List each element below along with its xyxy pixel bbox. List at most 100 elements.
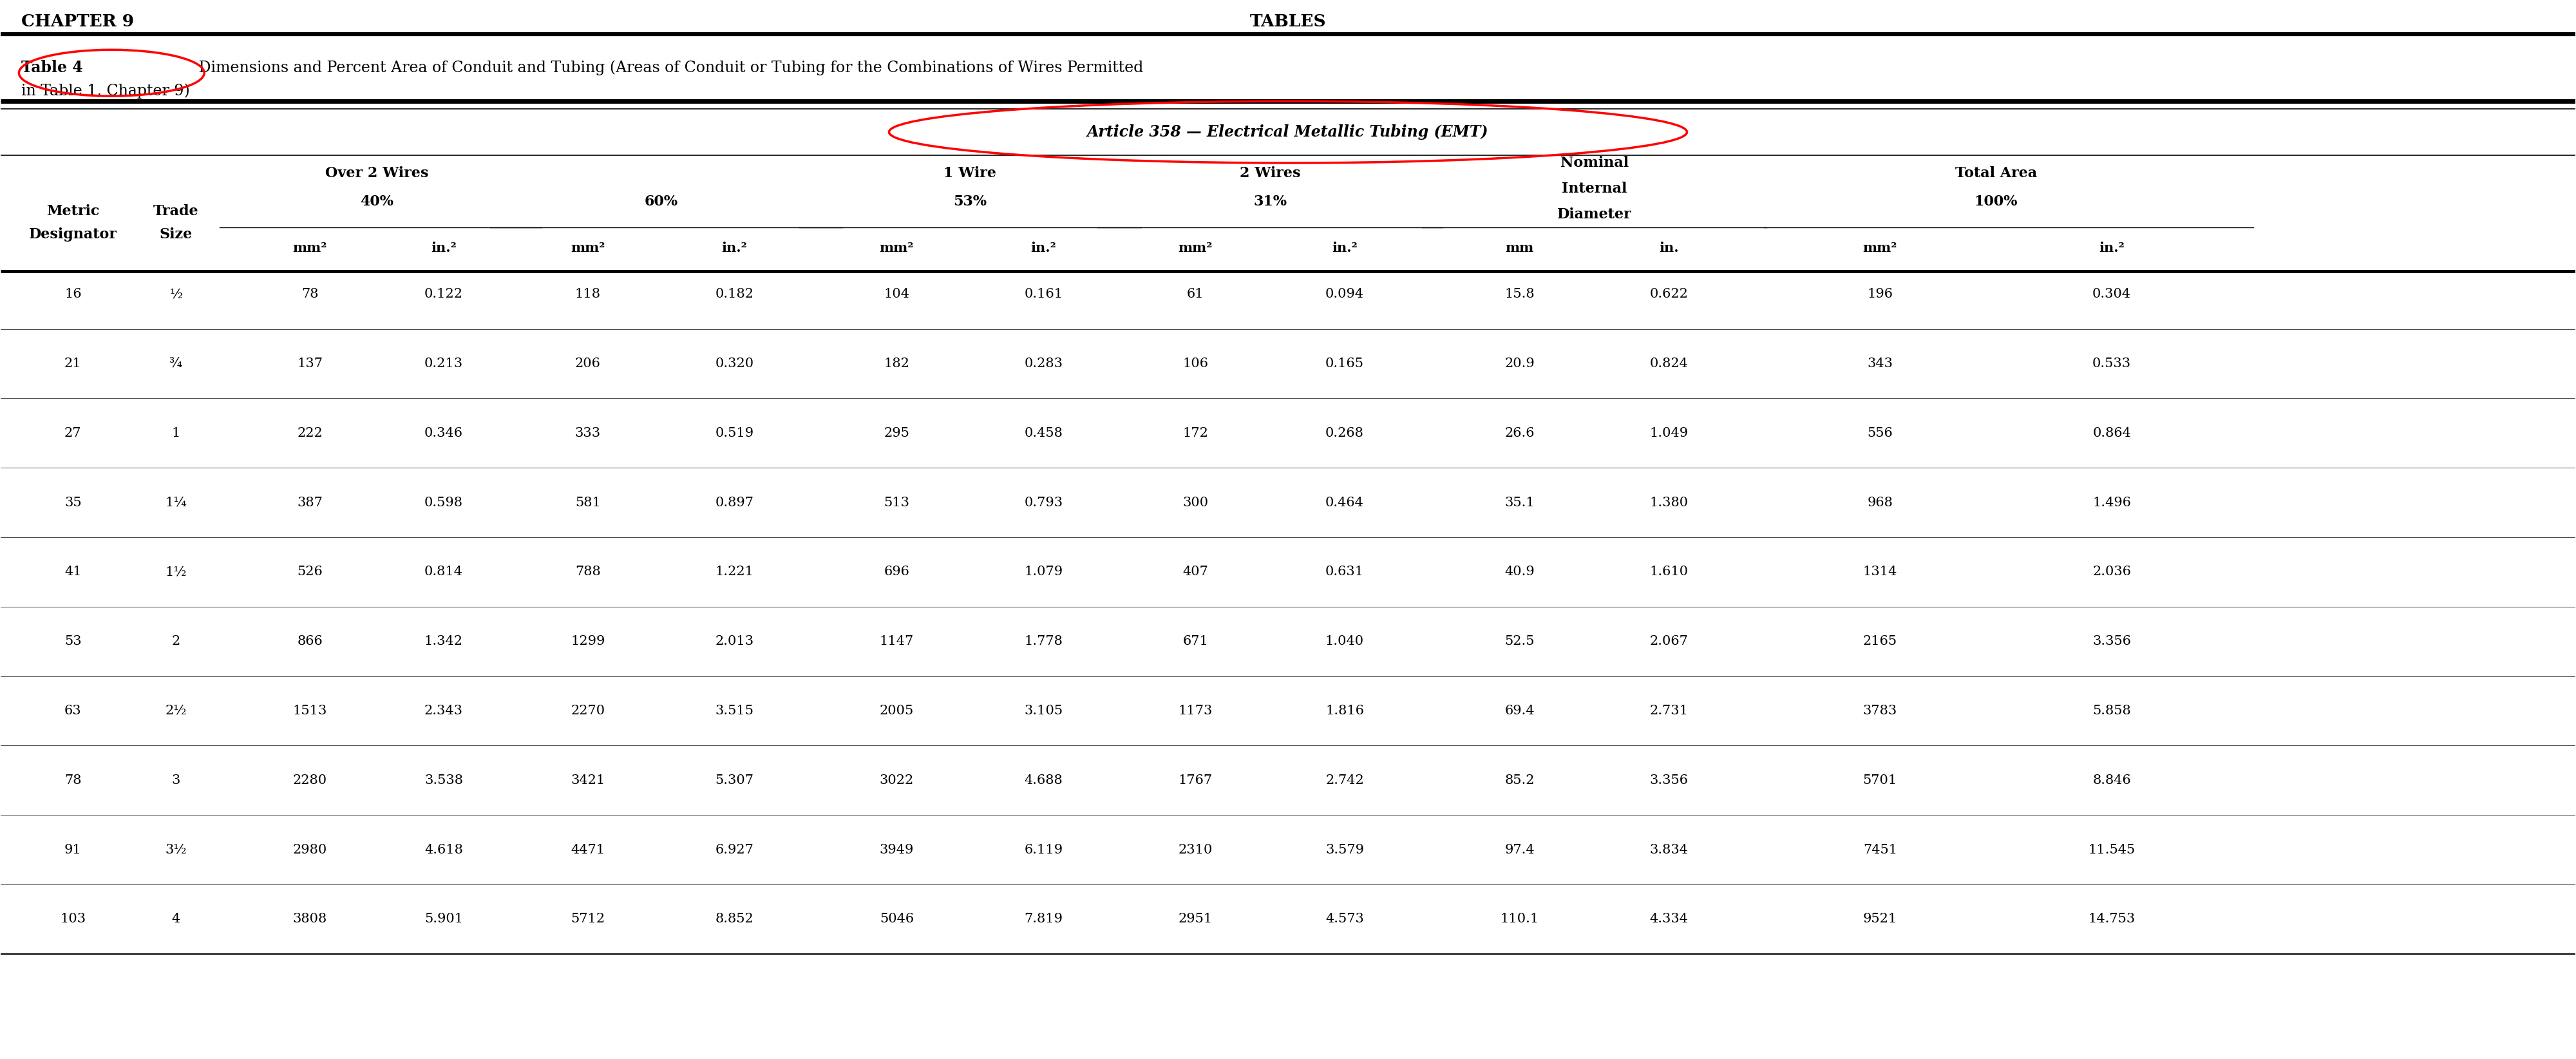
Text: 4: 4 <box>173 913 180 926</box>
Text: 4.334: 4.334 <box>1649 913 1687 926</box>
Text: mm²: mm² <box>1177 241 1213 254</box>
Text: 4.688: 4.688 <box>1025 774 1064 787</box>
Text: Internal: Internal <box>1561 181 1628 196</box>
Text: mm²: mm² <box>1862 241 1899 254</box>
Text: 2: 2 <box>173 635 180 647</box>
Text: 295: 295 <box>884 427 909 439</box>
Text: 300: 300 <box>1182 497 1208 508</box>
Text: 3.356: 3.356 <box>2092 635 2130 647</box>
Text: 196: 196 <box>1868 288 1893 301</box>
Text: 1513: 1513 <box>294 704 327 717</box>
Text: 85.2: 85.2 <box>1504 774 1535 787</box>
Text: 40%: 40% <box>361 195 394 209</box>
Text: 2165: 2165 <box>1862 635 1896 647</box>
Text: 513: 513 <box>884 497 909 508</box>
Text: 9521: 9521 <box>1862 913 1896 926</box>
Text: 2.036: 2.036 <box>2092 566 2130 578</box>
Text: in.²: in.² <box>1332 241 1358 254</box>
Text: 41: 41 <box>64 566 82 578</box>
Text: 3.105: 3.105 <box>1025 704 1064 717</box>
Text: 3808: 3808 <box>294 913 327 926</box>
Text: 4.618: 4.618 <box>425 844 464 856</box>
Text: 556: 556 <box>1868 427 1893 439</box>
Text: 1147: 1147 <box>878 635 914 647</box>
Text: 2980: 2980 <box>294 844 327 856</box>
Text: 27: 27 <box>64 427 82 439</box>
Text: Designator: Designator <box>28 228 116 241</box>
Text: 35: 35 <box>64 497 82 508</box>
Text: 1½: 1½ <box>165 566 188 578</box>
Text: 7451: 7451 <box>1862 844 1896 856</box>
Text: 2.013: 2.013 <box>716 635 755 647</box>
Text: 103: 103 <box>59 913 85 926</box>
Text: 104: 104 <box>884 288 909 301</box>
Text: 182: 182 <box>884 358 909 370</box>
Text: 78: 78 <box>301 288 319 301</box>
Text: 0.458: 0.458 <box>1025 427 1064 439</box>
Text: 0.304: 0.304 <box>2092 288 2130 301</box>
Text: 2.742: 2.742 <box>1327 774 1363 787</box>
Text: 0.598: 0.598 <box>425 497 464 508</box>
Text: 0.464: 0.464 <box>1327 497 1363 508</box>
Text: 0.622: 0.622 <box>1649 288 1687 301</box>
Text: 6.927: 6.927 <box>716 844 755 856</box>
Text: 4471: 4471 <box>572 844 605 856</box>
Text: 1767: 1767 <box>1177 774 1213 787</box>
Text: 0.631: 0.631 <box>1324 566 1365 578</box>
Text: 21: 21 <box>64 358 82 370</box>
Text: 14.753: 14.753 <box>2089 913 2136 926</box>
Text: 4.573: 4.573 <box>1327 913 1363 926</box>
Text: 5701: 5701 <box>1862 774 1896 787</box>
Text: 110.1: 110.1 <box>1499 913 1538 926</box>
Text: 2½: 2½ <box>165 704 185 717</box>
Text: 0.864: 0.864 <box>2092 427 2130 439</box>
Text: 2005: 2005 <box>878 704 914 717</box>
Text: 53%: 53% <box>953 195 987 209</box>
Text: 31%: 31% <box>1255 195 1288 209</box>
Text: 1314: 1314 <box>1862 566 1899 578</box>
Text: 78: 78 <box>64 774 82 787</box>
Text: 11.545: 11.545 <box>2089 844 2136 856</box>
Text: 63: 63 <box>64 704 82 717</box>
Text: TABLES: TABLES <box>1249 14 1327 30</box>
Text: 0.824: 0.824 <box>1649 358 1687 370</box>
Text: 671: 671 <box>1182 635 1208 647</box>
Text: in.²: in.² <box>430 241 456 254</box>
Text: Dimensions and Percent Area of Conduit and Tubing (Areas of Conduit or Tubing fo: Dimensions and Percent Area of Conduit a… <box>193 60 1144 75</box>
Text: 3949: 3949 <box>878 844 914 856</box>
Text: 3.834: 3.834 <box>1649 844 1687 856</box>
Text: 3022: 3022 <box>878 774 914 787</box>
Text: 0.320: 0.320 <box>716 358 755 370</box>
Text: 3: 3 <box>173 774 180 787</box>
Text: 91: 91 <box>64 844 82 856</box>
Text: 3.579: 3.579 <box>1324 844 1363 856</box>
Text: 5.858: 5.858 <box>2092 704 2130 717</box>
Text: CHAPTER 9: CHAPTER 9 <box>21 14 134 30</box>
Text: 0.213: 0.213 <box>425 358 464 370</box>
Text: 1¼: 1¼ <box>165 497 188 508</box>
Text: mm: mm <box>1504 241 1533 254</box>
Text: 5.901: 5.901 <box>425 913 464 926</box>
Text: 1: 1 <box>173 427 180 439</box>
Text: 3½: 3½ <box>165 844 188 856</box>
Text: 0.533: 0.533 <box>2092 358 2130 370</box>
Text: ½: ½ <box>170 288 183 301</box>
Text: 2951: 2951 <box>1177 913 1213 926</box>
Text: 5046: 5046 <box>878 913 914 926</box>
Text: 2.731: 2.731 <box>1649 704 1687 717</box>
Text: 1.496: 1.496 <box>2092 497 2130 508</box>
Text: 2280: 2280 <box>294 774 327 787</box>
Text: 1299: 1299 <box>572 635 605 647</box>
Text: 2310: 2310 <box>1177 844 1213 856</box>
Text: 0.182: 0.182 <box>716 288 755 301</box>
Text: 40.9: 40.9 <box>1504 566 1535 578</box>
Text: 866: 866 <box>296 635 322 647</box>
Text: 3.356: 3.356 <box>1649 774 1687 787</box>
Text: 26.6: 26.6 <box>1504 427 1535 439</box>
Text: 1.040: 1.040 <box>1324 635 1365 647</box>
Text: 5.307: 5.307 <box>716 774 755 787</box>
Text: Size: Size <box>160 228 193 241</box>
Text: 1 Wire: 1 Wire <box>943 166 997 180</box>
Text: 526: 526 <box>296 566 322 578</box>
Text: 7.819: 7.819 <box>1025 913 1064 926</box>
